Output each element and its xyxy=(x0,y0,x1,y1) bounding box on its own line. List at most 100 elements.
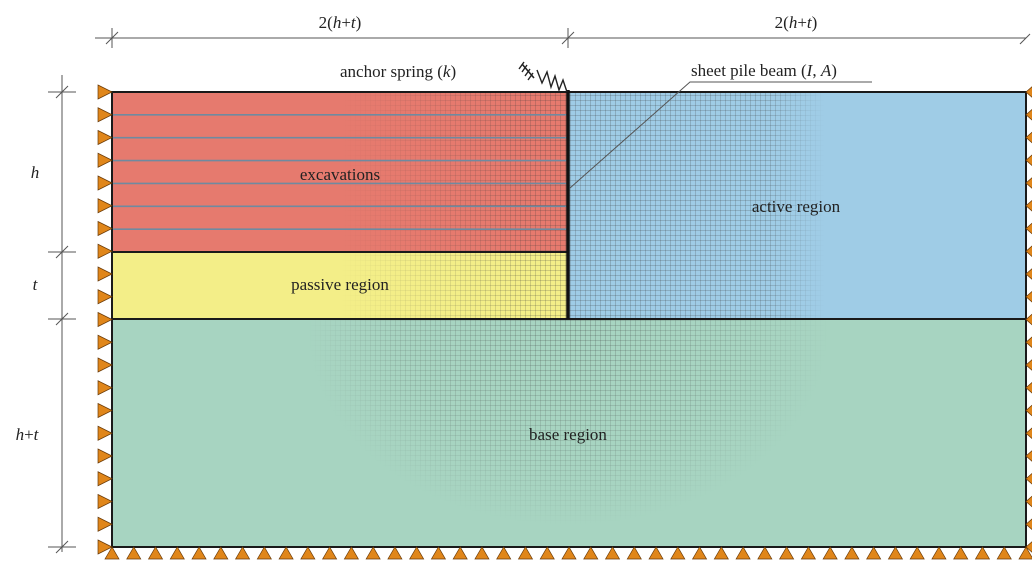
left-h-plus-t-dimension-label: h+t xyxy=(16,425,40,444)
roller-support-icon xyxy=(844,546,860,560)
roller-support-icon xyxy=(996,546,1012,560)
roller-support-icon xyxy=(97,516,113,532)
roller-support-icon xyxy=(322,546,338,560)
roller-support-icon xyxy=(822,546,838,560)
roller-support-icon xyxy=(974,546,991,560)
roller-support-icon xyxy=(1025,109,1032,121)
roller-support-icon xyxy=(866,546,882,560)
roller-support-icon xyxy=(931,546,947,560)
roller-support-icon xyxy=(1025,541,1032,553)
roller-support-icon xyxy=(474,546,490,560)
left-h-dimension-label: h xyxy=(31,163,40,182)
roller-support-icon xyxy=(234,546,251,560)
left-dimension-line xyxy=(48,75,76,554)
sheet-pile-beam-label: sheet pile beam (I, A) xyxy=(691,61,837,80)
roller-support-icon xyxy=(1025,518,1032,530)
left-roller-supports xyxy=(97,84,113,555)
roller-support-icon xyxy=(97,152,113,168)
roller-support-icon xyxy=(1025,427,1032,439)
roller-support-icon xyxy=(169,546,185,560)
roller-support-icon xyxy=(1025,495,1032,508)
roller-support-icon xyxy=(735,546,751,560)
passive-region-label: passive region xyxy=(291,275,389,294)
roller-support-icon xyxy=(97,471,113,487)
roller-support-icon xyxy=(1025,473,1032,485)
roller-support-icon xyxy=(452,546,468,560)
roller-support-icon xyxy=(97,402,113,419)
roller-support-icon xyxy=(953,546,969,560)
roller-support-icon xyxy=(604,546,621,560)
roller-support-icon xyxy=(648,546,664,560)
excavations-label: excavations xyxy=(300,165,380,184)
roller-support-icon xyxy=(496,546,512,560)
roller-support-icon xyxy=(97,243,113,259)
roller-support-icon xyxy=(1018,546,1032,560)
roller-support-icon xyxy=(1025,382,1032,394)
roller-support-icon xyxy=(626,546,642,560)
roller-support-icon xyxy=(97,425,113,441)
roller-support-icon xyxy=(300,546,316,560)
roller-support-icon xyxy=(97,311,113,328)
roller-support-icon xyxy=(97,380,113,396)
right-roller-supports xyxy=(1025,86,1032,553)
sheet-pile-leader-line xyxy=(569,81,872,189)
roller-support-icon xyxy=(147,546,164,560)
roller-support-icon xyxy=(97,175,113,191)
roller-support-icon xyxy=(691,546,708,560)
roller-support-icon xyxy=(1025,404,1032,417)
roller-support-icon xyxy=(97,539,113,555)
roller-support-icon xyxy=(430,546,447,560)
roller-support-icon xyxy=(539,546,555,560)
excavation-layer-lines xyxy=(112,114,568,230)
top-dimension-line xyxy=(95,28,1031,48)
roller-support-icon xyxy=(1025,177,1032,189)
roller-support-icon xyxy=(97,198,113,214)
bottom-pin-supports xyxy=(104,546,1032,560)
roller-support-icon xyxy=(909,546,925,560)
roller-support-icon xyxy=(97,266,113,282)
roller-support-icon xyxy=(213,546,229,560)
roller-support-icon xyxy=(191,546,207,560)
roller-support-icon xyxy=(97,84,113,100)
roller-support-icon xyxy=(97,493,113,510)
anchor-spring-icon xyxy=(518,61,568,93)
roller-support-icon xyxy=(97,220,113,237)
anchor-spring-label: anchor spring (k) xyxy=(340,62,456,81)
roller-support-icon xyxy=(1025,86,1032,98)
roller-support-icon xyxy=(779,546,795,560)
top-left-dimension-label: 2(h+t) xyxy=(319,13,362,32)
roller-support-icon xyxy=(800,546,816,560)
roller-support-icon xyxy=(887,546,904,560)
roller-support-icon xyxy=(1025,222,1032,235)
roller-support-icon xyxy=(97,289,113,305)
active-region-label: active region xyxy=(752,197,841,216)
roller-support-icon xyxy=(97,129,113,146)
roller-support-icon xyxy=(1025,245,1032,257)
roller-support-icon xyxy=(1025,154,1032,166)
roller-support-icon xyxy=(1025,450,1032,462)
roller-support-icon xyxy=(517,546,534,560)
roller-support-icon xyxy=(256,546,272,560)
roller-support-icon xyxy=(387,546,403,560)
roller-support-icon xyxy=(1025,336,1032,348)
roller-support-icon xyxy=(126,546,142,560)
roller-support-icon xyxy=(1025,268,1032,280)
roller-support-icon xyxy=(104,546,120,560)
roller-support-icon xyxy=(97,448,113,464)
left-t-dimension-label: t xyxy=(33,275,39,294)
roller-support-icon xyxy=(713,546,729,560)
roller-support-icon xyxy=(583,546,599,560)
roller-support-icon xyxy=(97,107,113,123)
roller-support-icon xyxy=(1025,291,1032,303)
roller-support-icon xyxy=(1025,131,1032,144)
roller-support-icon xyxy=(365,546,381,560)
roller-support-icon xyxy=(97,334,113,350)
top-right-dimension-label: 2(h+t) xyxy=(775,13,818,32)
mesh-overlay-base xyxy=(112,319,1026,547)
roller-support-icon xyxy=(1025,313,1032,326)
roller-support-icon xyxy=(97,357,113,373)
roller-support-icon xyxy=(343,546,359,560)
roller-support-icon xyxy=(1025,359,1032,371)
roller-support-icon xyxy=(670,546,686,560)
